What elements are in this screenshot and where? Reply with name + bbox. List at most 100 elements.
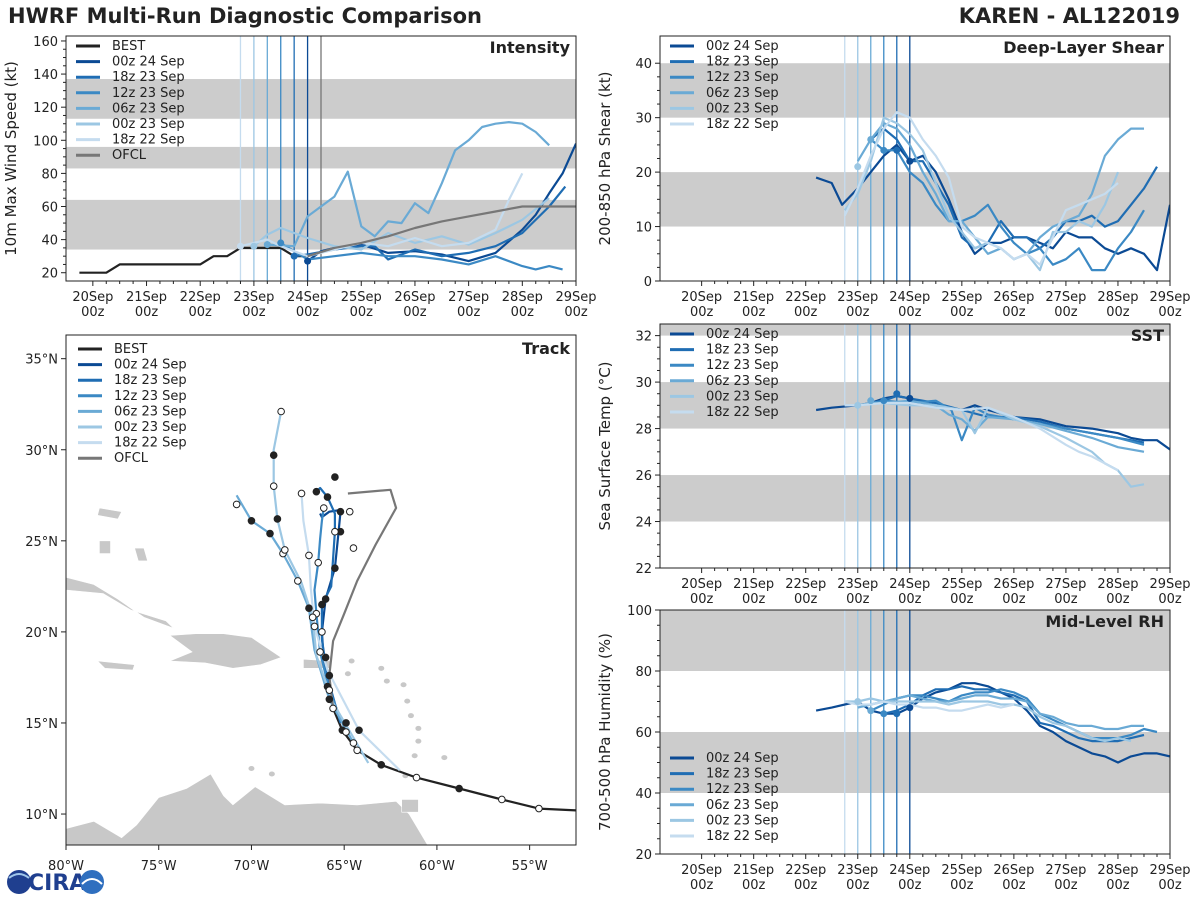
init-marker (304, 257, 312, 265)
y-tick-label: 20 (635, 848, 652, 863)
x-tick-hour: 00z (950, 878, 974, 893)
track-position-marker (353, 746, 361, 755)
track-position-marker (269, 482, 278, 490)
series-line-r06z23 (267, 120, 550, 248)
legend-label: 00z 23 Sep (706, 389, 779, 404)
legend-label: 12z 23 Sep (114, 389, 187, 404)
legend-label: 12z 23 Sep (112, 86, 185, 101)
y-tick-label: 10°N (25, 808, 58, 823)
x-tick-label: 80°W (48, 859, 84, 874)
legend-label: 18z 22 Sep (112, 133, 185, 148)
x-tick-hour: 00z (1054, 592, 1078, 607)
track-position-marker (318, 628, 326, 636)
track-position-marker (305, 551, 313, 560)
track-position-marker (355, 726, 363, 735)
track-position-marker (412, 773, 421, 782)
x-tick-hour: 00z (742, 592, 766, 607)
init-marker (854, 163, 862, 171)
x-tick-hour: 00z (350, 305, 374, 320)
track-position-marker (294, 577, 302, 585)
ocean (66, 335, 576, 845)
y-tick-label: 60 (635, 726, 652, 741)
y-axis-label: 700-500 hPa Humidity (%) (596, 633, 614, 831)
land-area (66, 773, 428, 845)
chart-track: 80°W 75°W 70°W 65°W 60°W 55°W 10°N 15°N 20°N 25°N… (25, 334, 577, 874)
x-tick-hour: 00z (1158, 305, 1182, 320)
legend-label: 12z 23 Sep (706, 782, 779, 797)
land-area (66, 576, 174, 629)
x-tick-day: 29Sep (1149, 577, 1190, 592)
axes-frame (659, 323, 1171, 569)
x-tick-day: 25Sep (941, 577, 982, 592)
logo-seal-wave (81, 878, 103, 885)
y-tick-label: 80 (635, 665, 652, 680)
init-marker (880, 146, 888, 154)
x-tick-day: 20Sep (681, 290, 722, 305)
track-position-marker (329, 704, 337, 713)
island (348, 658, 355, 664)
y-tick-label: 160 (33, 35, 58, 50)
x-tick-hour: 00z (135, 305, 159, 320)
y-tick-label: 140 (33, 68, 58, 83)
x-tick-hour: 00z (898, 305, 922, 320)
track-position-marker (336, 507, 345, 516)
y-tick-label: 22 (635, 562, 652, 577)
legend-label: OFCL (114, 451, 149, 466)
track-position-marker (535, 804, 543, 813)
cira-logo: CIRA (7, 870, 104, 896)
x-tick-hour: 00z (1002, 878, 1026, 893)
x-tick-hour: 00z (898, 592, 922, 607)
x-tick-hour: 00z (189, 305, 213, 320)
init-marker (906, 157, 914, 165)
logo-swoosh (8, 873, 30, 879)
x-tick-day: 28Sep (1097, 577, 1138, 592)
x-tick-day: 28Sep (1097, 290, 1138, 305)
x-tick-day: 24Sep (889, 863, 930, 878)
x-tick-hour: 00z (1054, 305, 1078, 320)
x-tick-hour: 00z (794, 305, 818, 320)
legend-label: 00z 23 Sep (706, 101, 779, 116)
x-tick-hour: 00z (1002, 592, 1026, 607)
series-line-r06z23 (857, 399, 1145, 453)
x-tick-day: 22Sep (785, 290, 826, 305)
x-tick-hour: 00z (403, 305, 427, 320)
chart-intensity: 2040608010012014016020Sep00z21Sep00z22Se… (2, 35, 597, 320)
track-position-marker (342, 728, 350, 736)
track-position-marker (323, 493, 332, 501)
series-line-r00z24 (815, 143, 1170, 272)
y-tick-label: 30 (635, 376, 652, 391)
init-marker (250, 242, 258, 250)
track-position-marker (266, 529, 274, 538)
x-tick-day: 21Sep (733, 577, 774, 592)
land-area (99, 540, 111, 554)
logo-seal (80, 870, 104, 894)
init-marker (867, 135, 875, 143)
x-tick-hour: 00z (81, 305, 105, 320)
panel-title: Deep-Layer Shear (1003, 38, 1164, 57)
legend-label: 06z 23 Sep (706, 86, 779, 101)
track-position-marker (455, 784, 463, 793)
island (400, 682, 407, 688)
island (415, 738, 422, 744)
x-tick-hour: 00z (846, 305, 870, 320)
island (415, 725, 422, 731)
series-line-OFCL (307, 205, 576, 258)
track-position-marker (247, 516, 256, 525)
init-marker (880, 710, 888, 718)
legend-label: 06z 23 Sep (706, 374, 779, 389)
panel-title: Track (522, 339, 570, 358)
y-tick-label: 40 (635, 787, 652, 802)
track-position-marker (349, 544, 358, 552)
init-marker (893, 710, 901, 718)
x-tick-hour: 00z (794, 878, 818, 893)
init-marker (854, 698, 862, 705)
track-position-marker (277, 407, 285, 416)
init-marker (893, 390, 901, 398)
track-position-marker (331, 527, 339, 536)
plot-area-shear (660, 36, 1170, 281)
x-tick-hour: 00z (1054, 878, 1078, 893)
y-tick-label: 28 (635, 423, 652, 438)
track-position-marker (331, 564, 339, 572)
x-tick-day: 26Sep (993, 290, 1034, 305)
